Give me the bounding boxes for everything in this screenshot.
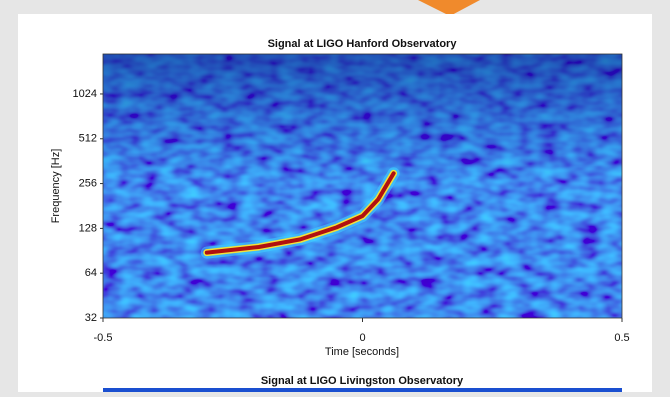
y-tick-label: 256 [79, 177, 97, 189]
x-tick-label: -0.5 [94, 332, 113, 344]
next-chart-title: Signal at LIGO Livingston Observatory [261, 375, 464, 387]
chart-title: Signal at LIGO Hanford Observatory [268, 38, 458, 50]
y-tick-label: 1024 [73, 88, 97, 100]
screenshot: Signal at LIGO Hanford Observatory Time … [0, 0, 670, 392]
next-chart-edge [103, 388, 622, 392]
x-tick-label: 0.5 [614, 332, 629, 344]
y-tick-label: 64 [85, 267, 97, 279]
y-axis-label: Frequency [Hz] [50, 149, 62, 224]
x-tick-label: 0 [359, 332, 365, 344]
x-axis-label: Time [seconds] [325, 346, 399, 358]
y-tick-label: 512 [79, 133, 97, 145]
spectrogram-field [103, 54, 622, 318]
y-tick-label: 32 [85, 312, 97, 324]
y-tick-label: 128 [79, 222, 97, 234]
